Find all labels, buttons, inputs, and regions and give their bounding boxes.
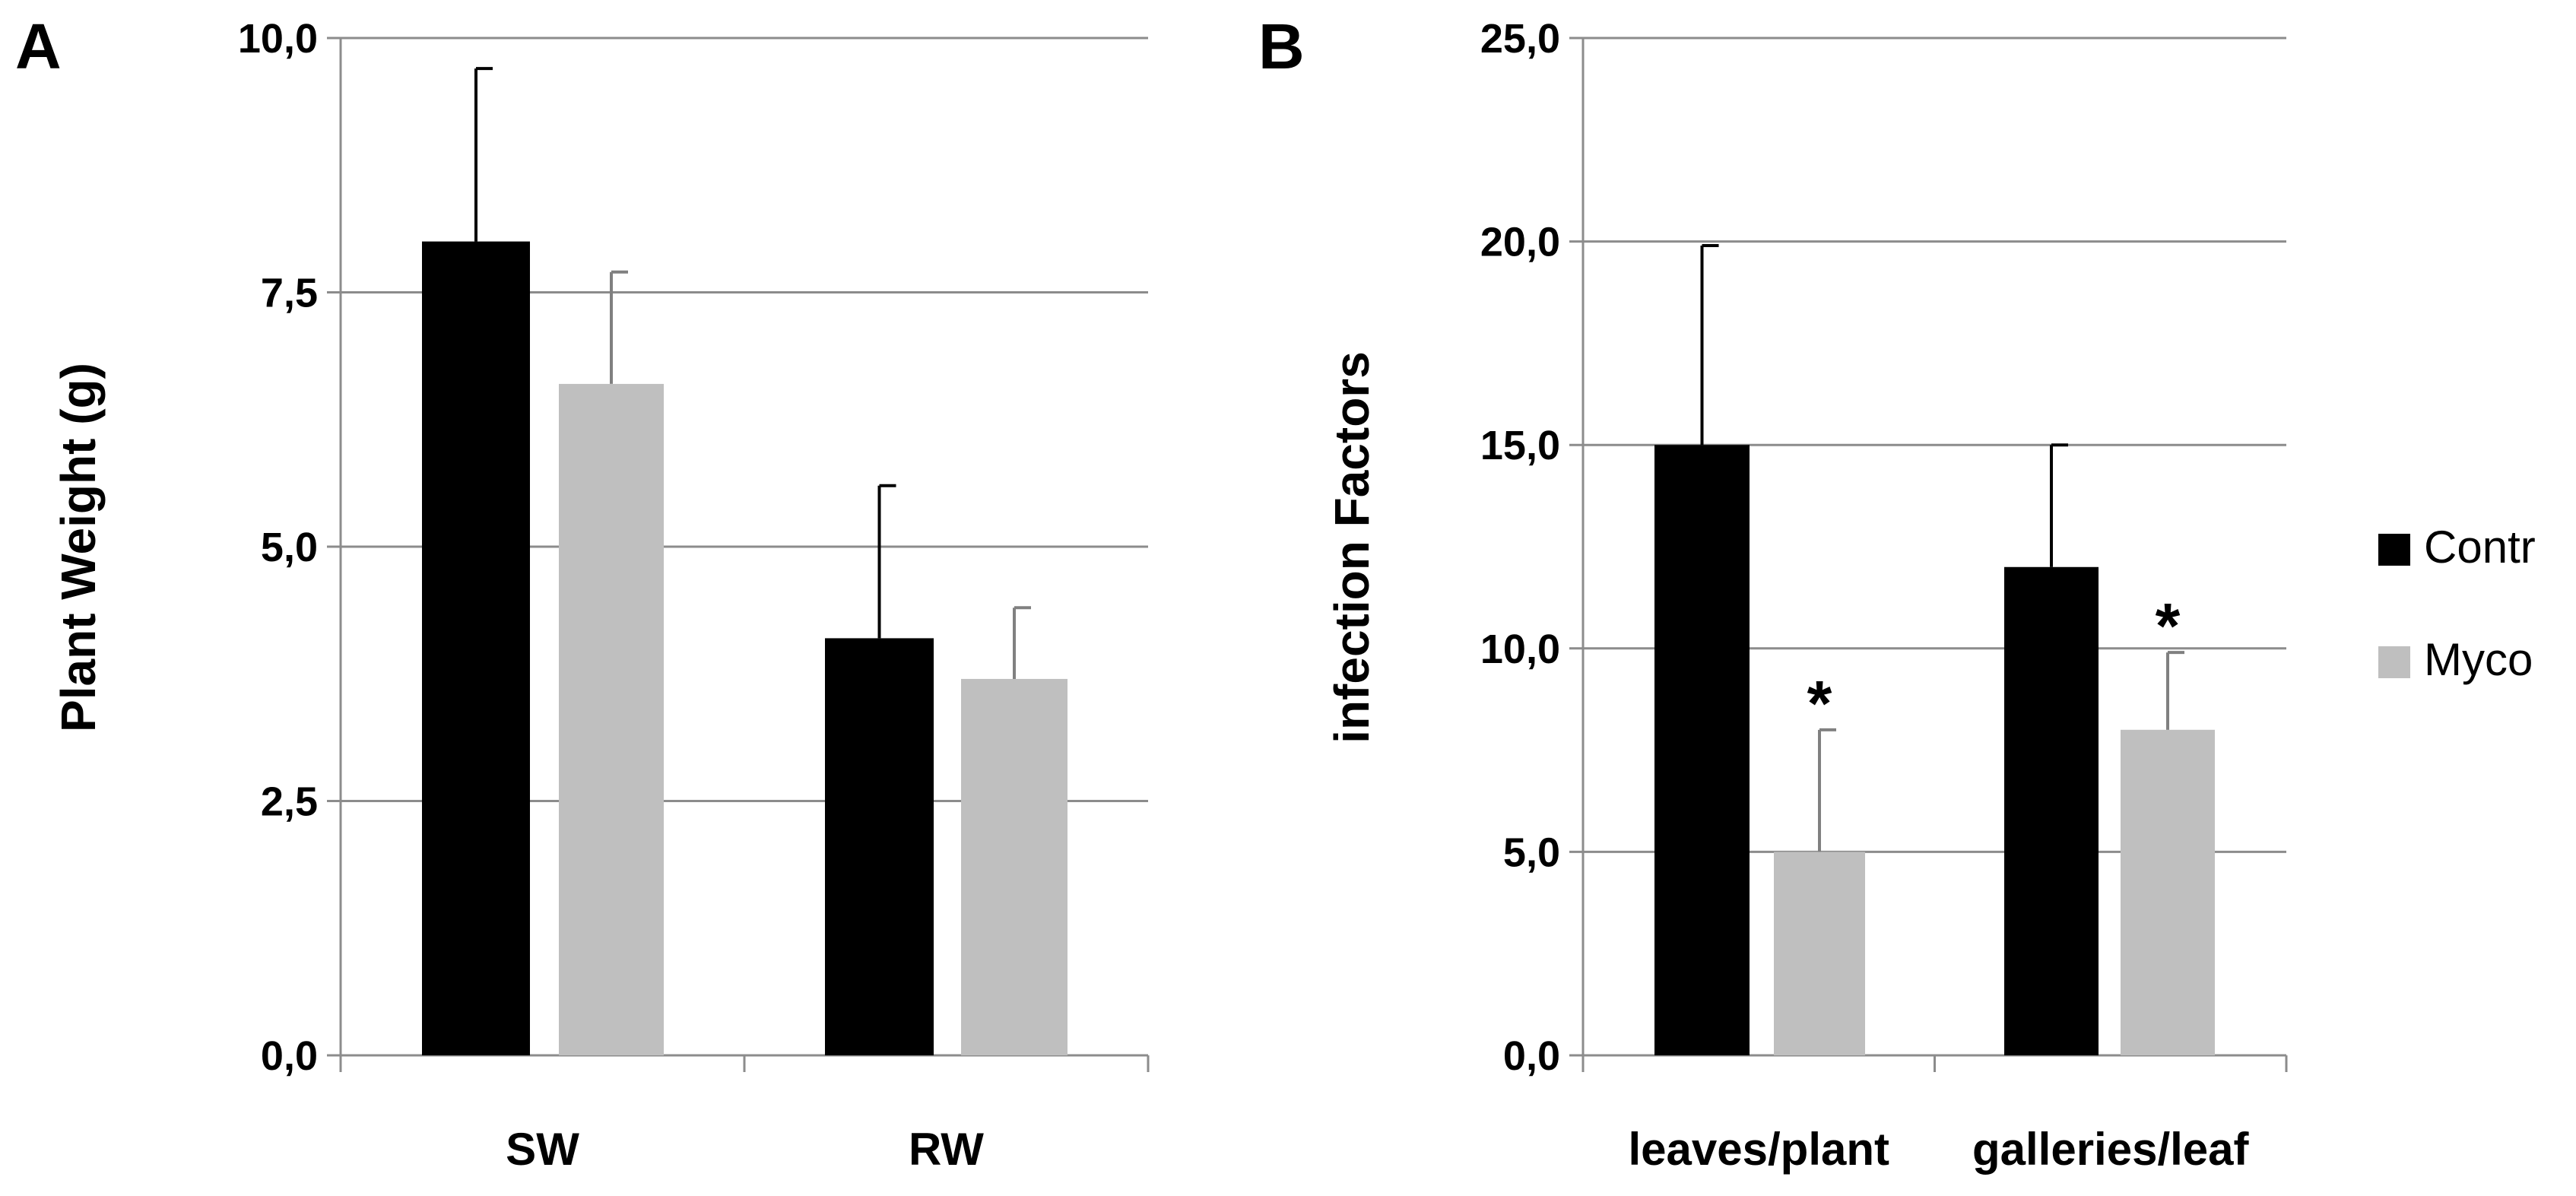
bar-contr-1 [825, 638, 934, 1055]
y-tick-label: 10,0 [238, 16, 318, 62]
bar-myco-0 [1774, 852, 1865, 1055]
category-label: leaves/plant [1628, 1124, 1889, 1175]
y-tick-label: 0,0 [1503, 1033, 1560, 1079]
y-tick-label: 20,0 [1480, 220, 1560, 265]
panel-label: A [15, 11, 62, 82]
y-tick-label: 0,0 [261, 1033, 318, 1079]
y-tick-label: 5,0 [261, 525, 318, 570]
legend-label-myco: Myco [2424, 634, 2533, 685]
category-label: galleries/leaf [1972, 1124, 2250, 1175]
y-tick-label: 7,5 [261, 271, 318, 316]
panel-label: B [1258, 11, 1305, 82]
bar-myco-0 [559, 383, 664, 1055]
category-label: RW [909, 1124, 984, 1175]
category-label: SW [506, 1124, 579, 1175]
y-tick-label: 2,5 [261, 779, 318, 825]
y-tick-label: 15,0 [1480, 423, 1560, 468]
bar-contr-1 [2004, 566, 2099, 1055]
chart-panel-b: 0,0 5,0 10,0 15,0 20,0 25,0 * leaves/plant * gall… [1258, 11, 2288, 1175]
y-axis-label: infection Factors [1324, 351, 1379, 744]
legend-swatch-myco [2378, 646, 2410, 678]
bar-myco-1 [2121, 729, 2215, 1055]
bar-myco-1 [961, 678, 1068, 1055]
y-tick-label: 10,0 [1480, 627, 1560, 672]
bar-contr-0 [1654, 445, 1750, 1055]
significance-marker: * [2156, 590, 2181, 661]
bar-contr-0 [422, 241, 530, 1056]
significance-marker: * [1807, 668, 1832, 739]
y-tick-label: 5,0 [1503, 830, 1560, 875]
chart-panel-a: 0,0 2,5 5,0 7,5 10,0 SW RW Plant Weight (g) A [15, 11, 1150, 1175]
y-tick-label: 25,0 [1480, 16, 1560, 62]
legend-swatch-contr [2378, 534, 2410, 566]
legend: Contr Myco [2378, 522, 2536, 685]
legend-label-contr: Contr [2424, 522, 2536, 573]
y-axis-label: Plant Weight (g) [51, 363, 106, 732]
